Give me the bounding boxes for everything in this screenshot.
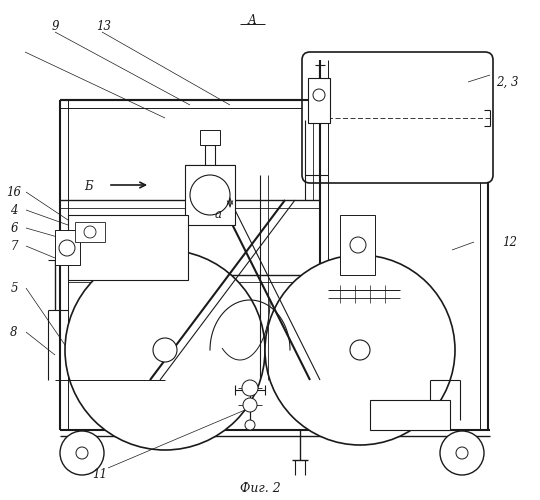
Circle shape	[313, 89, 325, 101]
Bar	[340, 215, 375, 275]
Bar	[185, 165, 235, 225]
Circle shape	[350, 237, 366, 253]
Circle shape	[242, 380, 258, 396]
Circle shape	[440, 431, 484, 475]
Bar	[75, 222, 105, 242]
Text: 8: 8	[10, 326, 18, 338]
Text: Фиг. 2: Фиг. 2	[240, 482, 280, 494]
Text: 13: 13	[97, 20, 111, 34]
Circle shape	[350, 340, 370, 360]
Circle shape	[243, 398, 257, 412]
Bar	[55, 230, 80, 265]
Circle shape	[153, 338, 177, 362]
Text: 16: 16	[6, 186, 22, 198]
Text: 4: 4	[10, 204, 18, 216]
Text: 12: 12	[503, 236, 517, 248]
Text: 5: 5	[10, 282, 18, 294]
Bar	[200, 130, 220, 145]
Text: А: А	[247, 14, 256, 26]
Text: 9: 9	[51, 20, 59, 34]
Text: 2, 3: 2, 3	[496, 76, 518, 88]
Text: а: а	[214, 208, 221, 220]
FancyBboxPatch shape	[302, 52, 493, 183]
Circle shape	[245, 420, 255, 430]
Text: 6: 6	[10, 222, 18, 234]
Circle shape	[456, 447, 468, 459]
Text: Б: Б	[84, 180, 92, 192]
Bar	[370, 400, 450, 430]
Circle shape	[59, 240, 75, 256]
Circle shape	[60, 431, 104, 475]
Circle shape	[65, 250, 265, 450]
Text: 7: 7	[10, 240, 18, 252]
Circle shape	[265, 255, 455, 445]
Circle shape	[76, 447, 88, 459]
Circle shape	[190, 175, 230, 215]
Circle shape	[84, 226, 96, 238]
Bar	[308, 78, 330, 123]
Text: 11: 11	[92, 468, 107, 481]
Bar	[68, 215, 188, 280]
